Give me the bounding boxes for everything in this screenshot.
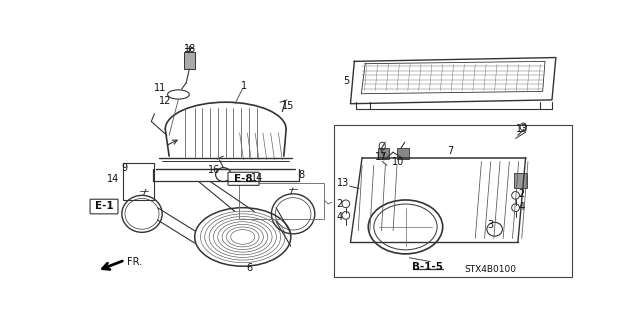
Bar	[378, 148, 389, 159]
Text: 15: 15	[282, 101, 294, 111]
Text: 10: 10	[392, 157, 404, 167]
Text: 6: 6	[246, 263, 252, 273]
Text: 14: 14	[108, 174, 120, 184]
Text: FR.: FR.	[127, 257, 142, 267]
Bar	[514, 173, 527, 189]
FancyBboxPatch shape	[228, 172, 259, 185]
Text: 1: 1	[241, 81, 246, 91]
Polygon shape	[351, 57, 556, 104]
Text: 7: 7	[447, 146, 454, 156]
Bar	[184, 52, 195, 69]
Text: 2: 2	[337, 199, 343, 209]
Bar	[239, 183, 324, 219]
Bar	[123, 163, 154, 200]
Text: 13: 13	[516, 124, 528, 134]
Text: 4: 4	[518, 202, 525, 212]
Text: E-1: E-1	[95, 201, 113, 211]
Text: 9: 9	[121, 163, 127, 173]
Text: 18: 18	[184, 44, 196, 54]
Text: 11: 11	[154, 83, 166, 93]
Bar	[334, 124, 572, 277]
Text: 12: 12	[159, 96, 172, 107]
Text: B-1-5: B-1-5	[412, 262, 443, 272]
FancyBboxPatch shape	[90, 199, 118, 214]
Text: STX4B0100: STX4B0100	[465, 265, 516, 274]
Text: 16: 16	[208, 165, 220, 175]
Text: 5: 5	[342, 76, 349, 86]
Text: E-8: E-8	[234, 174, 253, 184]
Text: 8: 8	[299, 170, 305, 180]
Text: 4: 4	[337, 212, 342, 222]
Text: 2: 2	[518, 189, 525, 199]
Text: 17: 17	[374, 152, 387, 162]
Text: 13: 13	[337, 178, 349, 188]
Text: 3: 3	[488, 219, 494, 230]
Bar	[397, 148, 408, 159]
Text: 14: 14	[251, 174, 263, 183]
